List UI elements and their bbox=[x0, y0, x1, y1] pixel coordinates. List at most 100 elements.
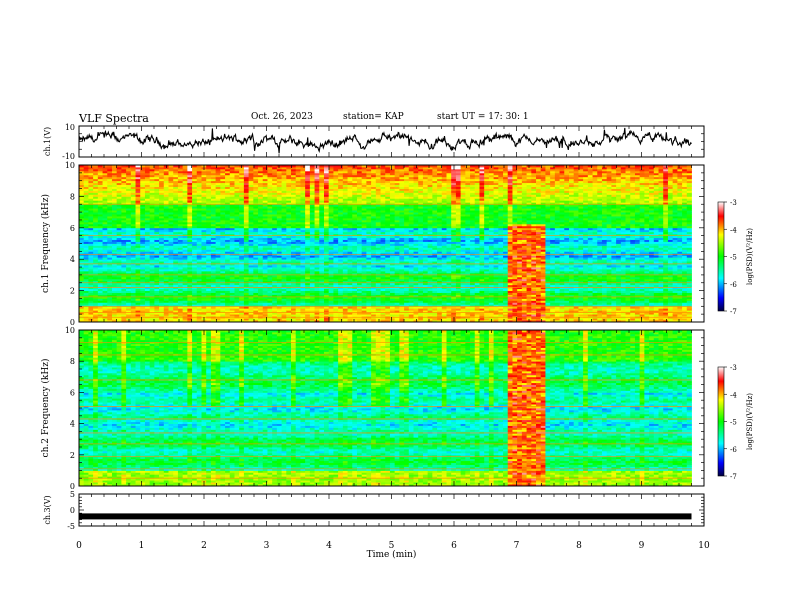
spectrogram-cell bbox=[88, 241, 94, 244]
spectrogram-cell bbox=[107, 300, 113, 303]
spectrogram-cell bbox=[88, 216, 94, 219]
spectrogram-cell bbox=[102, 276, 108, 280]
spectrogram-cell bbox=[93, 176, 99, 180]
spectrogram-cell bbox=[107, 304, 113, 307]
spectrogram-cell bbox=[83, 255, 89, 258]
spectrogram-cell bbox=[102, 261, 108, 264]
spectrogram-cell bbox=[97, 200, 103, 203]
spectrogram-cell bbox=[83, 280, 89, 284]
spectrogram-cell bbox=[102, 216, 108, 219]
spectrogram-cell bbox=[102, 251, 108, 254]
spectrogram-cell bbox=[102, 318, 108, 321]
spectrogram-cell bbox=[102, 278, 108, 282]
date-label: Oct. 26, 2023 bbox=[251, 112, 313, 122]
spectrogram-cell bbox=[97, 284, 103, 288]
spectrogram-cell bbox=[88, 196, 94, 199]
spectrogram-cell bbox=[83, 233, 89, 237]
spectrogram-cell bbox=[88, 214, 94, 217]
spectrogram-cell bbox=[107, 235, 113, 239]
spectrogram-cell bbox=[93, 214, 99, 217]
spectrogram-cell bbox=[97, 235, 103, 239]
spectrogram-cell bbox=[102, 308, 108, 311]
spectrogram-cell bbox=[83, 184, 89, 187]
spectrogram-cell bbox=[97, 288, 103, 291]
spectrogram-cell bbox=[93, 257, 99, 260]
spectrogram-cell bbox=[88, 239, 94, 242]
spectrogram-cell bbox=[88, 174, 94, 178]
spectrogram-cell bbox=[79, 294, 85, 297]
spectrogram-cell bbox=[93, 251, 99, 254]
spectrogram-cell bbox=[107, 298, 113, 301]
spectrogram-cell bbox=[97, 186, 103, 189]
spectrogram-cell bbox=[83, 308, 89, 311]
spectrogram-cell bbox=[107, 257, 113, 260]
spectrogram-cell bbox=[79, 210, 85, 213]
spectrogram-cell bbox=[102, 186, 108, 189]
spectrogram-cell bbox=[88, 288, 94, 291]
spectrogram-cell bbox=[88, 176, 94, 180]
spectrogram-cell bbox=[97, 320, 103, 323]
spectrogram-cell bbox=[93, 168, 99, 172]
spectrogram-cell bbox=[79, 259, 85, 262]
spectrogram-cell bbox=[83, 243, 89, 246]
spectrogram-cell bbox=[79, 214, 85, 217]
spectrogram-cell bbox=[102, 198, 108, 201]
spectrogram-cell bbox=[79, 231, 85, 235]
spectrogram-cell bbox=[107, 306, 113, 309]
ch1-trace bbox=[78, 127, 692, 154]
spectrogram-cell bbox=[83, 318, 89, 321]
spectrogram-cell bbox=[102, 202, 108, 205]
spectrogram-cell bbox=[88, 204, 94, 207]
spectrogram-cell bbox=[102, 255, 108, 258]
spectrogram-cell bbox=[102, 225, 108, 229]
spectrogram-cell bbox=[83, 216, 89, 219]
spectrogram-cell bbox=[93, 292, 99, 295]
spectrogram-cell bbox=[107, 243, 113, 246]
spectrogram-cell bbox=[102, 298, 108, 301]
spectrogram-cell bbox=[93, 235, 99, 239]
spectrogram-cell bbox=[83, 288, 89, 291]
spectrogram-cell bbox=[79, 251, 85, 254]
spectrogram-cell bbox=[93, 270, 99, 274]
spectrogram-cell bbox=[79, 308, 85, 311]
spectrogram-cell bbox=[107, 290, 113, 293]
spectrogram-cell bbox=[97, 166, 103, 170]
spectrogram-cell bbox=[79, 261, 85, 264]
spectrogram-cell bbox=[93, 296, 99, 299]
spectrogram-cell bbox=[93, 170, 99, 174]
spectrogram-cell bbox=[102, 190, 108, 193]
spectrogram-cell bbox=[88, 270, 94, 274]
spectrogram-cell bbox=[79, 292, 85, 295]
spectrogram-cell bbox=[79, 306, 85, 309]
spectrogram-cell bbox=[102, 192, 108, 195]
spectrogram-cell bbox=[83, 300, 89, 303]
spectrogram-cell bbox=[102, 223, 108, 227]
spectrogram-cell bbox=[107, 274, 113, 278]
spectrogram-cell bbox=[83, 221, 89, 225]
spectrogram-cell bbox=[83, 182, 89, 186]
spectrogram-cell bbox=[107, 251, 113, 254]
spectrogram-cell bbox=[79, 267, 85, 270]
spectrogram-cell bbox=[83, 274, 89, 278]
spectrogram-cell bbox=[88, 306, 94, 309]
spectrogram-cell bbox=[97, 278, 103, 282]
spectrogram-cell bbox=[107, 310, 113, 313]
spectrogram-cell bbox=[88, 251, 94, 254]
spectrogram-cell bbox=[83, 178, 89, 182]
spectrogram-cell bbox=[97, 272, 103, 276]
spectrogram-cell bbox=[79, 233, 85, 237]
spectrogram-cell bbox=[107, 282, 113, 286]
spectrogram-cell bbox=[79, 174, 85, 178]
spectrogram-cell bbox=[83, 196, 89, 199]
spectrogram-cell bbox=[83, 284, 89, 288]
spectrogram-cell bbox=[97, 249, 103, 252]
spectrogram-cell bbox=[83, 229, 89, 233]
spectrogram-cell bbox=[79, 202, 85, 205]
spectrogram-cell bbox=[88, 274, 94, 278]
spectrogram-cell bbox=[88, 231, 94, 235]
spectrogram-cell bbox=[107, 272, 113, 276]
spectrogram-cell bbox=[83, 172, 89, 176]
spectrogram-cell bbox=[93, 208, 99, 211]
spectrogram-cell bbox=[93, 284, 99, 288]
